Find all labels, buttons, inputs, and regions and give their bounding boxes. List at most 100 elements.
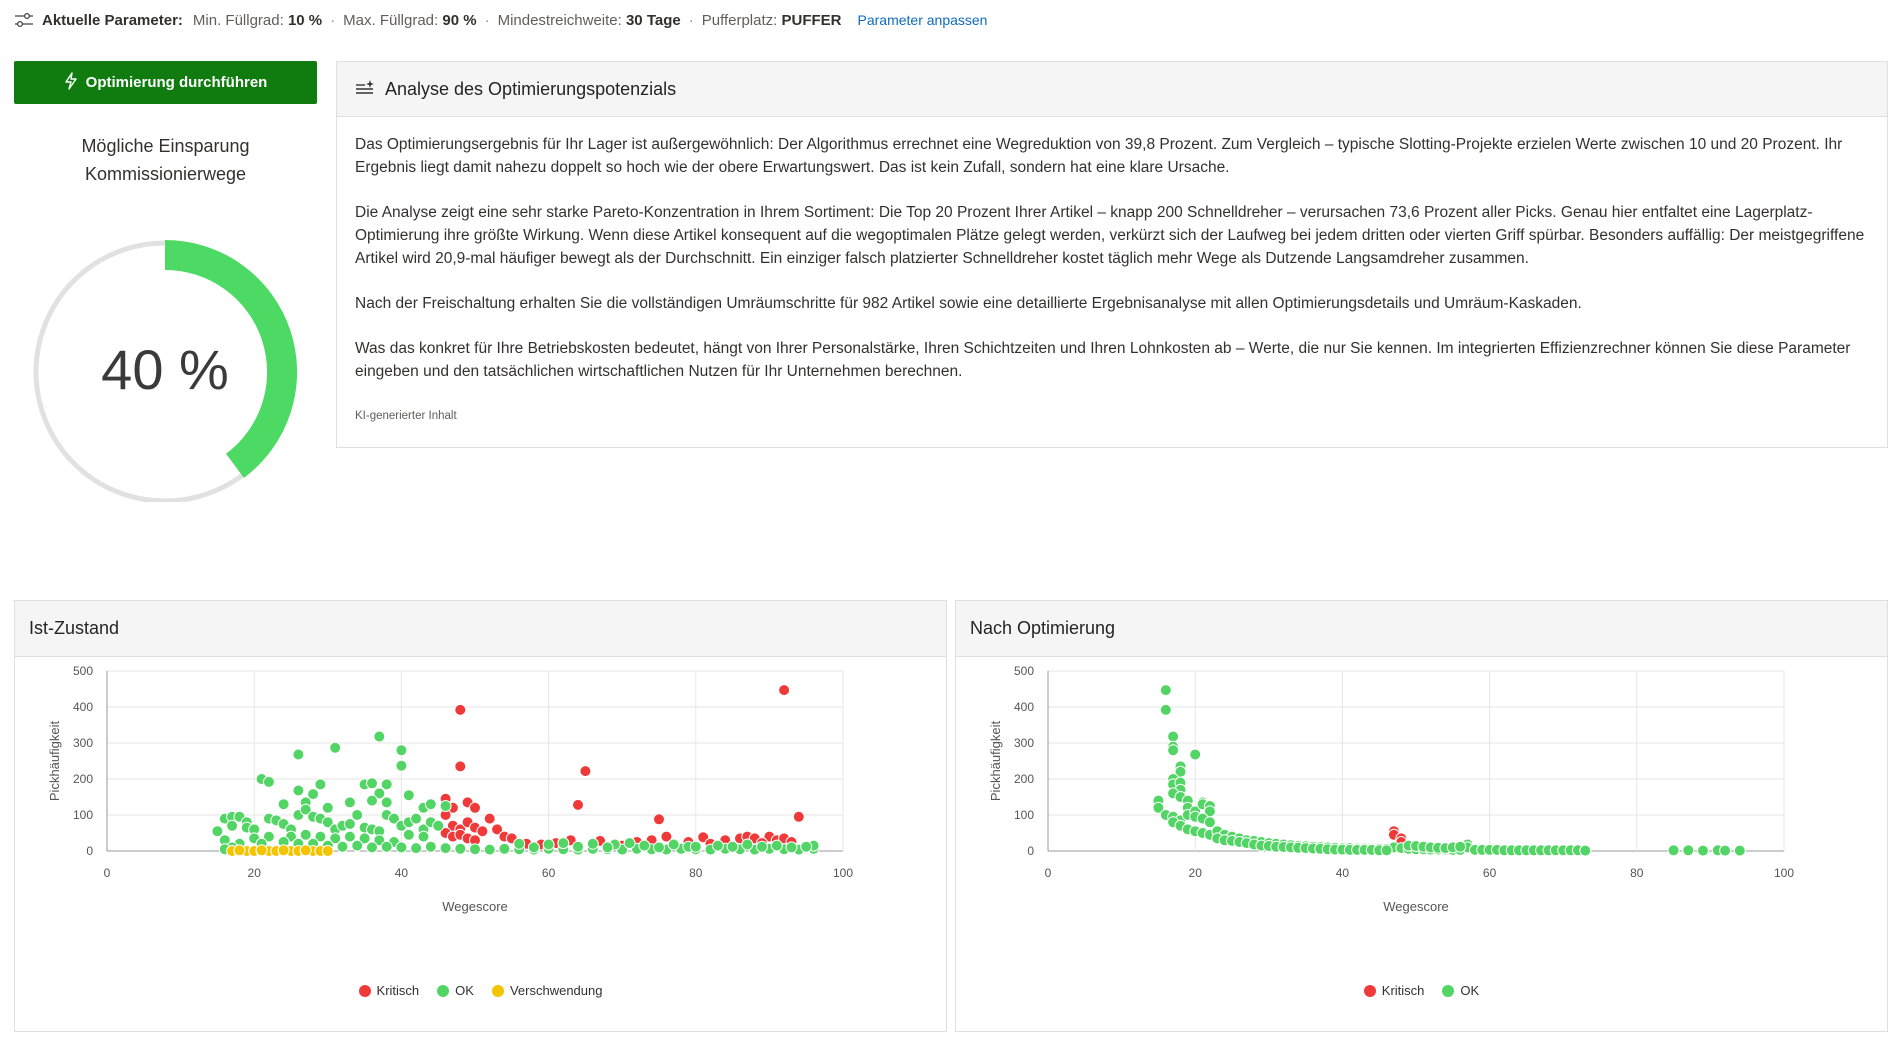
data-point bbox=[1167, 744, 1180, 757]
data-point bbox=[410, 842, 423, 855]
data-point bbox=[792, 810, 805, 823]
buffer-label: Pufferplatz: bbox=[701, 11, 778, 29]
adjust-parameters-link[interactable]: Parameter anpassen bbox=[857, 12, 988, 28]
data-point bbox=[380, 778, 393, 791]
x-tick-label: 0 bbox=[104, 866, 111, 880]
legend-item[interactable]: Verschwendung bbox=[491, 983, 602, 998]
data-point bbox=[756, 840, 768, 853]
data-point bbox=[454, 703, 467, 716]
scatter-chart-before: 0 100 200 300 400 500 0 20 40 60 80 100 Wegescore Pic… bbox=[47, 664, 853, 914]
analysis-paragraph: Das Optimierungsergebnis für Ihr Lager i… bbox=[355, 136, 1843, 176]
y-tick-label: 0 bbox=[1027, 844, 1034, 858]
run-optimization-button[interactable]: Optimierung durchführen bbox=[14, 61, 317, 104]
data-point bbox=[417, 830, 430, 843]
data-point bbox=[262, 775, 275, 788]
data-point bbox=[1203, 816, 1216, 829]
data-point bbox=[343, 796, 356, 809]
x-tick-label: 60 bbox=[542, 866, 556, 880]
legend-item[interactable]: OK bbox=[437, 983, 474, 998]
data-point bbox=[366, 794, 378, 807]
max-fill-value: 90 % bbox=[442, 11, 477, 29]
analysis-body: Das Optimierungsergebnis für Ihr Lager i… bbox=[337, 117, 1887, 428]
data-point bbox=[1189, 748, 1202, 761]
data-point bbox=[439, 800, 452, 812]
gauge-title-line2: Kommissionierwege bbox=[84, 164, 247, 184]
lightning-icon bbox=[64, 71, 78, 94]
data-point bbox=[336, 840, 349, 853]
data-point bbox=[770, 839, 783, 852]
x-tick-label: 40 bbox=[1336, 866, 1350, 880]
data-point bbox=[653, 813, 665, 826]
data-point bbox=[299, 844, 312, 857]
data-point bbox=[653, 841, 665, 854]
y-tick-label: 500 bbox=[73, 664, 93, 678]
data-point bbox=[1667, 844, 1680, 857]
data-point bbox=[483, 843, 496, 856]
data-point bbox=[402, 828, 415, 841]
data-point bbox=[292, 748, 305, 761]
gauge-title: Mögliche Einsparung Kommissionierwege bbox=[14, 132, 317, 188]
data-point bbox=[1380, 844, 1393, 857]
x-tick-label: 0 bbox=[1045, 866, 1052, 880]
data-point bbox=[410, 812, 423, 825]
analysis-paragraph: Die Analyse zeigt eine sehr starke Paret… bbox=[355, 204, 1865, 267]
series-ok bbox=[1152, 684, 1746, 857]
data-point bbox=[778, 684, 791, 697]
min-range-value: 30 Tage bbox=[625, 11, 681, 29]
data-point bbox=[1167, 730, 1180, 743]
legend-item[interactable]: Kritisch bbox=[1363, 983, 1424, 998]
data-point bbox=[1579, 844, 1592, 857]
chart-title: Nach Optimierung bbox=[956, 601, 1887, 657]
data-point bbox=[1682, 844, 1695, 857]
analysis-header: Analyse des Optimierungspotenzials bbox=[337, 62, 1887, 117]
data-point bbox=[262, 830, 275, 843]
data-point bbox=[1159, 684, 1172, 697]
data-point bbox=[542, 838, 555, 851]
data-point bbox=[491, 823, 504, 836]
data-point bbox=[380, 796, 393, 809]
analysis-paragraph: Was das konkret für Ihre Betriebskosten … bbox=[355, 340, 1851, 380]
x-tick-label: 80 bbox=[689, 866, 703, 880]
data-point bbox=[741, 838, 754, 851]
data-point bbox=[351, 809, 364, 821]
legend-item[interactable]: Kritisch bbox=[358, 983, 420, 998]
legend-item[interactable]: OK bbox=[1442, 983, 1479, 998]
x-tick-label: 40 bbox=[395, 866, 409, 880]
data-point bbox=[388, 812, 400, 825]
y-tick-label: 300 bbox=[1014, 736, 1034, 750]
data-point bbox=[307, 788, 320, 801]
data-point bbox=[321, 816, 334, 829]
data-point bbox=[454, 760, 467, 773]
data-point bbox=[299, 803, 312, 816]
series-ok bbox=[211, 730, 820, 856]
legend-label: OK bbox=[1460, 983, 1480, 998]
chart-card-after: Nach Optimierung 0 100 200 300 400 500 0 20 40 60… bbox=[955, 600, 1888, 1032]
y-tick-label: 200 bbox=[1014, 772, 1034, 786]
y-tick-label: 200 bbox=[73, 772, 93, 786]
data-point bbox=[343, 830, 356, 843]
x-tick-label: 80 bbox=[1630, 866, 1644, 880]
data-point bbox=[292, 784, 305, 797]
data-point bbox=[395, 759, 408, 772]
data-point bbox=[498, 842, 511, 855]
legend-label: OK bbox=[455, 983, 474, 998]
legend-label: Kritisch bbox=[376, 983, 420, 998]
scatter-chart-after: 0 100 200 300 400 500 0 20 40 60 80 100 Wegescore Pic… bbox=[988, 664, 1794, 914]
analysis-panel: Analyse des Optimierungspotenzials Das O… bbox=[336, 61, 1888, 448]
data-point bbox=[572, 798, 584, 811]
data-point bbox=[329, 832, 342, 845]
x-axis-label: Wegescore bbox=[1383, 899, 1449, 914]
data-point bbox=[572, 840, 584, 853]
data-point bbox=[329, 741, 342, 754]
data-point bbox=[351, 839, 364, 852]
x-tick-label: 60 bbox=[1483, 866, 1497, 880]
data-point bbox=[726, 840, 739, 853]
data-point bbox=[380, 840, 393, 853]
data-point bbox=[638, 839, 651, 852]
chart-legend: Kritisch OK bbox=[956, 983, 1887, 998]
data-point bbox=[579, 765, 592, 778]
buffer-value: PUFFER bbox=[781, 11, 842, 29]
x-tick-label: 100 bbox=[833, 866, 853, 880]
data-point bbox=[513, 837, 526, 850]
y-tick-label: 0 bbox=[86, 844, 93, 858]
